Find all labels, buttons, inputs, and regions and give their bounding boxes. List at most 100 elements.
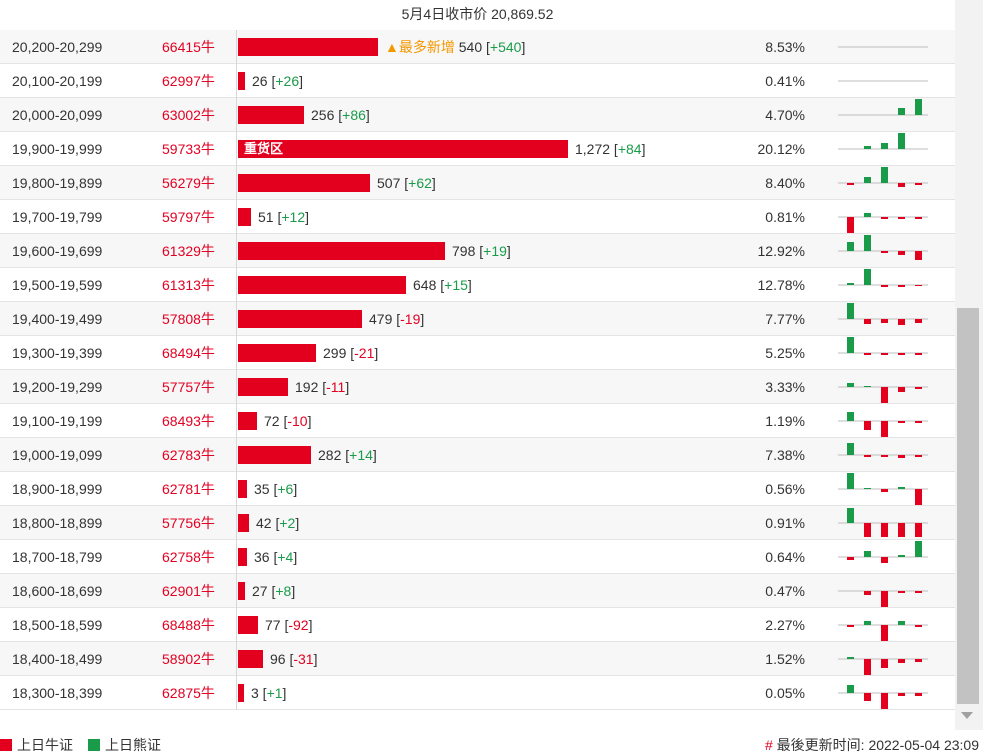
bull-price: 68493牛: [162, 413, 215, 429]
volume-number: 51: [258, 209, 274, 225]
sparkline-bar: [898, 108, 905, 115]
sparkline-bar: [881, 319, 888, 323]
scrollbar[interactable]: [955, 0, 983, 730]
volume-change: +12: [281, 209, 306, 225]
sparkline-bar: [915, 353, 922, 355]
sparkline-bar: [881, 591, 888, 607]
scrollbar-thumb[interactable]: [957, 308, 979, 704]
bar-cell: 72 [-10]: [236, 404, 736, 438]
percentage: 0.91%: [765, 515, 805, 531]
sparkline-bar: [847, 383, 854, 387]
bull-price: 56279牛: [162, 175, 215, 191]
table-row: 19,400-19,499 57808牛 479 [-19] 7.77%: [0, 302, 955, 336]
bar-cell: 36 [+4]: [236, 540, 736, 574]
price-range: 18,600-18,699: [12, 583, 103, 599]
bar-cell: 26 [+26]: [236, 64, 736, 98]
bull-price: 58902牛: [162, 651, 215, 667]
volume-number: 35: [254, 481, 270, 497]
trend-sparkline: [838, 235, 928, 260]
price-range: 18,400-18,499: [12, 651, 103, 667]
sparkline-bar: [915, 659, 922, 662]
volume-bar: [238, 378, 288, 396]
volume-bar: [238, 276, 406, 294]
percentage: 0.41%: [765, 73, 805, 89]
volume-bar: [238, 106, 304, 124]
volume-number: 282: [318, 447, 342, 463]
price-range: 19,500-19,599: [12, 277, 103, 293]
trend-sparkline: [838, 213, 928, 233]
volume-value: 798 [+19]: [452, 243, 511, 259]
volume-bar: 重货区: [238, 140, 568, 158]
price-range: 18,300-18,399: [12, 685, 103, 701]
sparkline-bar: [898, 523, 905, 537]
volume-number: 479: [369, 311, 393, 327]
price-range: 18,800-18,899: [12, 515, 103, 531]
table-row: 19,800-19,899 56279牛 507 [+62] 8.40%: [0, 166, 955, 200]
table-row: 19,100-19,199 68493牛 72 [-10] 1.19%: [0, 404, 955, 438]
price-range: 20,100-20,199: [12, 73, 103, 89]
volume-value: 36 [+4]: [254, 549, 298, 565]
sparkline-bar: [864, 523, 871, 537]
sparkline-bar: [847, 657, 854, 659]
price-range: 20,000-20,099: [12, 107, 103, 123]
price-range: 18,700-18,799: [12, 549, 103, 565]
volume-bar: [238, 616, 258, 634]
sparkline-bar: [847, 508, 854, 523]
sparkline-bar: [847, 685, 854, 693]
sparkline-bar: [881, 387, 888, 403]
volume-change: -31: [293, 651, 314, 667]
sparkline-bar: [847, 303, 854, 319]
bull-price: 57808牛: [162, 311, 215, 327]
sparkline-bar: [898, 591, 905, 593]
percentage: 0.81%: [765, 209, 805, 225]
sparkline-bar: [881, 693, 888, 709]
sparkline-bar: [915, 693, 922, 696]
percentage: 12.78%: [757, 277, 805, 293]
volume-change: +62: [408, 175, 432, 191]
bull-price: 62758牛: [162, 549, 215, 565]
volume-value: 72 [-10]: [264, 413, 312, 429]
sparkline-bar: [898, 183, 905, 187]
volume-value: 507 [+62]: [377, 175, 436, 191]
volume-change: +14: [349, 447, 373, 463]
percentage: 7.77%: [765, 311, 805, 327]
sparkline-bar: [915, 319, 922, 323]
sparkline-bar: [864, 488, 871, 489]
volume-change: +4: [277, 549, 294, 565]
trend-sparkline: [838, 303, 928, 325]
trend-sparkline: [838, 167, 928, 187]
volume-bar: [238, 38, 378, 56]
scroll-down-arrow-icon[interactable]: [961, 712, 973, 719]
sparkline-bar: [881, 523, 888, 537]
sparkline-bar: [898, 319, 905, 325]
sparkline-bar: [881, 143, 888, 149]
percentage: 12.92%: [757, 243, 805, 259]
volume-number: 36: [254, 549, 270, 565]
bull-price: 63002牛: [162, 107, 215, 123]
sparkline-bar: [898, 421, 905, 423]
volume-value: 96 [-31]: [270, 651, 318, 667]
sparkline-bar: [847, 625, 854, 627]
sparkline-bar: [898, 251, 905, 255]
bull-price: 62783牛: [162, 447, 215, 463]
trend-sparkline: [838, 685, 928, 709]
volume-change: +2: [279, 515, 296, 531]
bull-bear-table: 5月4日收市价 20,869.52 20,200-20,299 66415牛 ▲最多…: [0, 6, 955, 710]
volume-number: 27: [252, 583, 268, 599]
trend-sparkline: [838, 80, 928, 82]
volume-number: 798: [452, 243, 476, 259]
last-updated: # 最後更新时间: 2022-05-04 23:09: [765, 734, 979, 756]
sparkline-bar: [915, 591, 922, 593]
volume-value: 42 [+2]: [256, 515, 300, 531]
sparkline-bar: [864, 421, 871, 430]
volume-bar: [238, 242, 445, 260]
bar-cell: 648 [+15]: [236, 268, 736, 302]
bear-swatch-icon: [88, 739, 100, 751]
volume-value: 77 [-92]: [265, 617, 313, 633]
volume-value: 27 [+8]: [252, 583, 296, 599]
legend-bull-label: 上日牛证: [17, 737, 73, 753]
sparkline-bar: [864, 146, 871, 149]
bar-cell: 256 [+86]: [236, 98, 736, 132]
volume-change: +84: [617, 141, 642, 157]
bar-cell: 299 [-21]: [236, 336, 736, 370]
